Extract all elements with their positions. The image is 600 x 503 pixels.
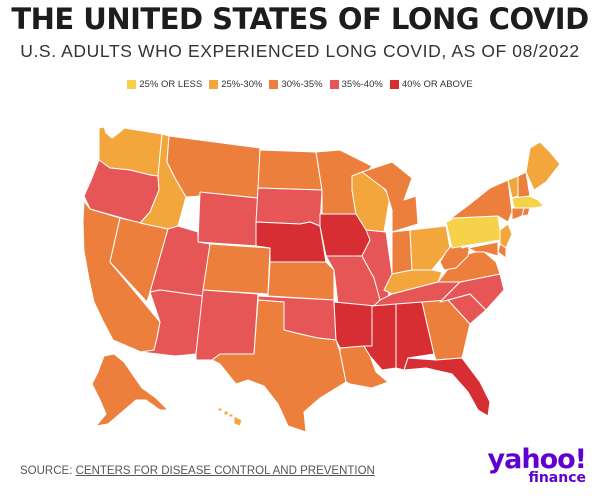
state-ak[interactable] xyxy=(91,353,169,427)
state-fl[interactable] xyxy=(403,357,491,417)
legend-label: 40% OR ABOVE xyxy=(401,79,473,90)
legend-swatch xyxy=(209,80,219,89)
yahoo-finance-logo: yahoo! finance xyxy=(476,444,587,486)
state-ma[interactable] xyxy=(511,195,545,209)
yahoo-wordmark: yahoo! xyxy=(487,444,587,475)
state-nm[interactable] xyxy=(195,289,259,361)
legend-swatch xyxy=(329,80,339,89)
state-nj[interactable] xyxy=(499,223,513,249)
legend-label: 30%-35% xyxy=(281,79,323,90)
state-az[interactable] xyxy=(140,289,204,357)
legend-item: 30%-35% xyxy=(269,79,323,90)
state-in[interactable] xyxy=(391,229,413,275)
state-ri[interactable] xyxy=(521,207,531,217)
legend-swatch xyxy=(389,80,399,89)
state-ks[interactable] xyxy=(267,261,335,301)
legend-item: 35%-40% xyxy=(329,79,383,90)
legend-item: 40% OR ABOVE xyxy=(389,79,473,90)
state-sd[interactable] xyxy=(255,187,323,227)
state-md[interactable] xyxy=(467,241,499,257)
legend: 25% OR LESS 25%-30% 30%-35% 35%-40% 40% … xyxy=(0,79,600,90)
state-mi[interactable] xyxy=(361,161,419,233)
page-subtitle: U.S. ADULTS WHO EXPERIENCED LONG COVID, … xyxy=(20,41,580,61)
state-ny[interactable] xyxy=(445,179,513,223)
state-nd[interactable] xyxy=(257,149,323,191)
legend-swatch xyxy=(127,80,137,89)
source-prefix: SOURCE: xyxy=(20,465,76,477)
page-title: THE UNITED STATES OF LONG COVID xyxy=(11,2,589,36)
legend-swatch xyxy=(269,80,279,89)
state-tx[interactable] xyxy=(211,299,347,433)
source-note: SOURCE: CENTERS FOR DISEASE CONTROL AND … xyxy=(20,465,375,477)
state-oh[interactable] xyxy=(409,225,451,271)
legend-label: 35%-40% xyxy=(341,79,383,90)
legend-item: 25%-30% xyxy=(209,79,262,90)
state-wy[interactable] xyxy=(197,191,259,247)
legend-label: 25% OR LESS xyxy=(139,79,203,90)
legend-label: 25%-30% xyxy=(221,79,263,90)
state-ar[interactable] xyxy=(333,301,377,349)
state-me[interactable] xyxy=(525,141,561,191)
state-de[interactable] xyxy=(497,243,507,259)
state-co[interactable] xyxy=(202,243,271,295)
state-hi[interactable] xyxy=(217,407,243,427)
finance-wordmark: finance xyxy=(528,470,586,486)
source-link[interactable]: CENTERS FOR DISEASE CONTROL AND PREVENTI… xyxy=(75,465,375,477)
legend-item: 25% OR LESS xyxy=(127,79,202,90)
